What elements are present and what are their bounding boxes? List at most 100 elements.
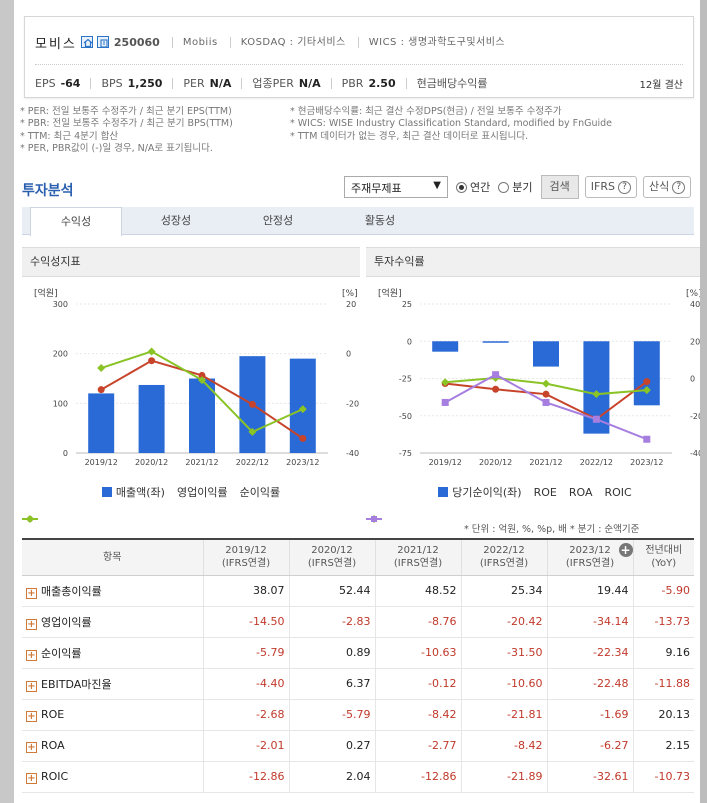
chevron-down-icon: ▼ [433,180,441,191]
expand-columns-icon[interactable]: + [618,543,633,557]
y-tick-label: -25 [399,375,412,384]
table-cell: -2.01 [202,730,289,762]
header-2019: 2019/12 (IFRS연결) [202,538,289,576]
expand-row-icon[interactable]: + [26,649,37,661]
building-icon[interactable] [96,36,109,48]
row-name: 순이익률 [41,646,82,660]
table-cell: -8.42 [460,730,547,762]
table-cell: -31.50 [460,637,547,669]
data-point [248,400,256,408]
row-label[interactable]: + 매출총이익률 [22,575,203,607]
home-icon[interactable] [80,36,93,48]
stock-code: 250060 [113,35,160,49]
y2-tick-label: 20 [690,337,700,346]
row-label[interactable]: + 순이익률 [22,637,203,669]
metric-industry-per: 업종PER N/A [252,77,332,89]
data-point [542,398,550,406]
notes-left: * PER: 전일 보통주 수정주가 / 최근 분기 EPS(TTM) * PB… [20,106,233,156]
bar-mark [189,378,215,453]
left-axis-unit: [억원] [378,287,402,299]
row-name: ROA [41,738,65,752]
bar-mark [138,384,165,453]
table-cell: -32.61 [546,761,633,793]
y-tick-label: 300 [53,300,68,309]
tab-growth[interactable]: 성장성 [160,214,192,227]
statement-select[interactable]: 주재무제표 ▼ [344,176,448,198]
table-row: + ROIC -12.86 2.04 -12.86 -21.89 -32.61 -10.73 [22,761,694,793]
expand-row-icon[interactable]: + [26,618,37,630]
data-point [642,386,651,395]
expand-row-icon[interactable]: + [26,710,37,722]
right-axis-unit: [%] [342,289,358,299]
expand-row-icon[interactable]: + [26,680,37,692]
table-cell: -0.12 [374,668,461,700]
metric-bps: BPS 1,250 [101,77,174,89]
y2-tick-label: 20 [346,300,356,309]
table-cell: -11.88 [632,668,694,700]
table-cell: -6.27 [546,730,633,762]
table-cell: -2.83 [288,606,375,638]
note-ttm: * TTM: 최근 4분기 합산 [20,130,119,142]
metrics-row: EPS -64 BPS 1,250 PER N/A 업종PER N/A PBR 2.50 … [35,75,683,91]
tab-stability[interactable]: 안정성 [262,214,294,227]
legend-label: ROA [568,485,593,499]
y2-tick-label: 0 [690,375,695,384]
row-label[interactable]: + ROIC [22,761,203,793]
x-tick-label: 2019/12 [85,458,118,467]
wics-category: WICS : 생명과학도구및서비스 [357,36,505,48]
ifrs-help-button[interactable]: IFRS? [584,176,637,198]
table-cell: 19.44 [546,575,633,607]
table-cell: -12.86 [202,761,289,793]
legend-item-roa: ROA [366,484,593,523]
left-axis-unit: [억원] [34,287,58,299]
legend-label: 영업이익률 [176,486,228,499]
formula-help-button[interactable]: 산식? [642,176,692,198]
legend-item-op-margin: 영업이익률 [22,484,228,522]
x-tick-label: 2019/12 [429,458,462,467]
note-dividend: * 현금배당수익률: 최근 결산 수정DPS(현금) / 전일 보통주 수정주가 [290,106,562,117]
profitability-chart-panel: 수익성지표 [억원] [%] 0 100 200 300 -40 -20 0 20 2019/12 2… [22,247,360,523]
expand-row-icon[interactable]: + [26,587,37,599]
expand-row-icon[interactable]: + [26,741,37,753]
table-body: + 매출총이익률 38.07 52.44 48.52 25.34 19.44 -5.90 + 영업… [22,575,694,793]
data-point [148,357,156,365]
legend-swatch [438,487,449,497]
tab-profitability[interactable]: 수익성 [30,207,122,236]
y2-tick-label: 40 [690,300,700,309]
note-negative: * PER, PBR값이 (-)일 경우, N/A로 표기됩니다. [20,143,213,155]
radio-quarter[interactable]: 분기 [498,179,533,195]
radio-quarter-dot[interactable] [498,181,510,193]
legend-label: 당기순이익(좌) [452,486,522,499]
radio-annual-dot[interactable] [456,181,467,193]
tab-activity[interactable]: 활동성 [364,214,396,227]
row-label[interactable]: + ROE [22,699,203,731]
legend-swatch [101,487,112,497]
radio-annual[interactable]: 연간 [456,179,490,195]
table-cell: -34.14 [546,606,633,638]
table-row: + ROA -2.01 0.27 -2.77 -8.42 -6.27 2.15 [22,730,694,762]
legend-label: 순이익률 [239,486,281,499]
legend-item-sales: 매출액(좌) [101,484,165,500]
data-point [441,398,449,406]
table-cell: -22.48 [546,668,633,700]
expand-row-icon[interactable]: + [26,772,37,784]
data-point [198,371,206,379]
market-category: KOSDAQ : 기타서비스 [229,36,346,48]
note-pbr: * PBR: 전일 보통주 수정주가 / 최근 분기 BPS(TTM) [20,118,233,130]
data-point [592,390,601,399]
row-label[interactable]: + ROA [22,730,203,762]
table-row: + 매출총이익률 38.07 52.44 48.52 25.34 19.44 -5.90 [22,575,694,607]
analysis-tabs: 수익성 성장성 안정성 활동성 [22,207,694,236]
profitability-chart-title: 수익성지표 [22,247,360,277]
table-cell: -20.42 [460,606,547,638]
legend-item-net-income: 당기순이익(좌) [438,484,522,500]
table-cell: -12.86 [374,761,461,793]
data-point [298,405,307,414]
row-label[interactable]: + EBITDA마진율 [22,668,203,700]
search-button[interactable]: 검색 [540,175,579,199]
bar-mark [88,393,115,453]
y2-tick-label: -40 [346,449,359,458]
y-tick-label: 0 [63,449,68,458]
row-label[interactable]: + 영업이익률 [22,606,203,638]
statement-select-value: 주재무제표 [351,182,402,195]
